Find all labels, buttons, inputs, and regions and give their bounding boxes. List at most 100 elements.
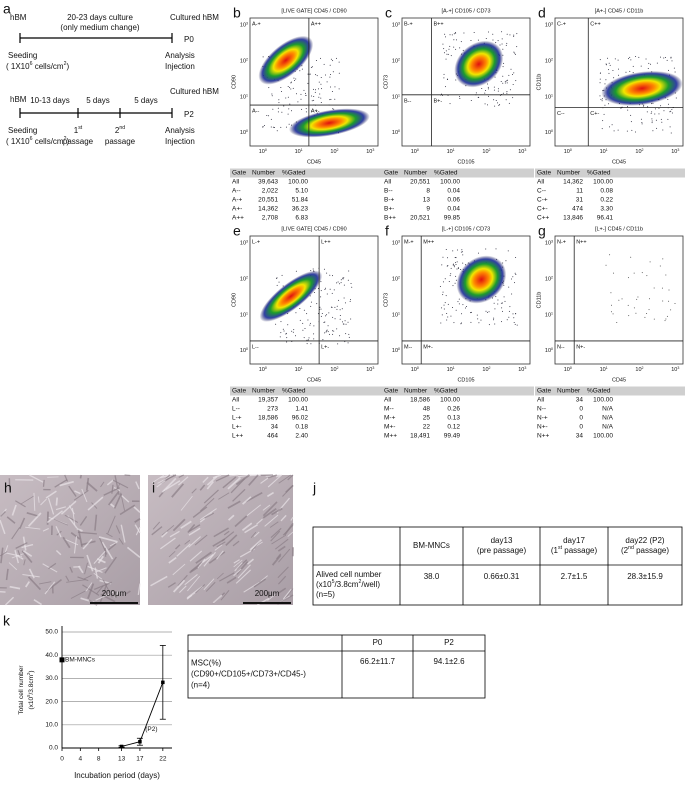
table-cell: 0.08 xyxy=(600,188,613,195)
text-part: cells/cm xyxy=(32,62,63,71)
superscript: 0 xyxy=(265,148,267,152)
event-dot xyxy=(443,48,445,50)
cell-texture xyxy=(161,477,177,493)
event-dot xyxy=(329,64,331,66)
event-dot xyxy=(278,99,280,101)
event-dot xyxy=(493,302,495,304)
tick-label: 100 xyxy=(564,366,572,374)
superscript: 2 xyxy=(337,366,339,370)
cell-texture xyxy=(27,576,42,591)
event-dot xyxy=(630,121,632,123)
table-cell: 0.22 xyxy=(600,197,613,204)
event-dot xyxy=(452,306,454,308)
table-cell: 8 xyxy=(426,188,430,195)
event-dot xyxy=(305,92,307,94)
superscript: 2 xyxy=(246,275,248,279)
event-dot xyxy=(510,68,512,70)
event-dot xyxy=(625,71,627,73)
table-header: BM-MNCs xyxy=(413,541,450,550)
event-dot xyxy=(632,65,634,67)
quadrant-label: B-- xyxy=(404,98,412,104)
event-dot xyxy=(299,319,301,321)
event-dot xyxy=(329,288,331,290)
event-dot xyxy=(610,311,612,313)
cell-texture xyxy=(237,564,251,579)
cell-texture xyxy=(121,495,130,503)
event-dot xyxy=(318,81,320,83)
data-point xyxy=(138,739,142,744)
panel-label: c xyxy=(385,5,392,21)
cell-texture xyxy=(79,515,88,526)
cell-texture xyxy=(178,476,189,486)
cell-texture xyxy=(187,523,196,534)
event-dot xyxy=(324,289,326,291)
event-dot xyxy=(455,48,457,50)
event-dot xyxy=(507,79,509,81)
table-row-label: (CD90+/CD105+/CD73+/CD45-) xyxy=(191,670,306,679)
cell-texture xyxy=(199,508,217,521)
tick-label: 103 xyxy=(240,22,248,30)
event-dot xyxy=(292,331,294,333)
event-dot xyxy=(442,43,444,45)
event-dot xyxy=(505,44,507,46)
event-dot xyxy=(262,126,264,128)
event-dot xyxy=(662,258,664,260)
cell-texture xyxy=(205,581,216,592)
event-dot xyxy=(505,99,507,101)
event-dot xyxy=(280,90,282,92)
event-dot xyxy=(501,310,503,312)
table-cell: 96.02 xyxy=(292,415,309,422)
superscript: 1 xyxy=(398,311,400,315)
table-cell: 34 xyxy=(576,433,584,440)
cell-texture xyxy=(112,479,129,489)
cell-texture xyxy=(269,521,279,528)
event-dot xyxy=(331,306,333,308)
cell-texture xyxy=(0,511,6,517)
cell-texture xyxy=(64,474,69,482)
event-dot xyxy=(446,319,448,321)
superscript: nd xyxy=(628,545,634,551)
table-cell: 22 xyxy=(423,424,431,431)
event-dot xyxy=(332,333,334,335)
event-dot xyxy=(652,130,654,132)
event-dot xyxy=(334,86,336,88)
superscript: 1 xyxy=(606,366,608,370)
event-dot xyxy=(329,99,331,101)
event-dot xyxy=(499,104,501,106)
event-dot xyxy=(656,62,658,64)
text-part: 10 xyxy=(545,241,551,247)
event-dot xyxy=(443,308,445,310)
cell-texture xyxy=(276,474,283,478)
event-dot xyxy=(320,97,322,99)
table-cell: 6.83 xyxy=(295,215,308,222)
y-axis-label: Total cell number (x105/3.8cm2) xyxy=(18,665,35,715)
event-dot xyxy=(334,306,336,308)
event-dot xyxy=(442,256,444,258)
data-point xyxy=(59,657,65,663)
event-dot xyxy=(477,39,479,41)
event-dot xyxy=(668,289,670,291)
superscript: 0 xyxy=(246,129,248,133)
event-dot xyxy=(450,273,452,275)
table-header: %Gated xyxy=(282,388,306,395)
event-dot xyxy=(498,104,500,106)
event-dot xyxy=(288,108,290,110)
table-cell: 0.06 xyxy=(447,197,460,204)
event-dot xyxy=(334,98,336,100)
axis-label: CD73 xyxy=(383,293,389,307)
event-dot xyxy=(330,58,332,60)
table-header: Gate xyxy=(232,388,246,395)
event-dot xyxy=(509,34,511,36)
superscript: 1 xyxy=(301,148,303,152)
event-dot xyxy=(497,299,499,301)
event-dot xyxy=(604,83,606,85)
cell-texture xyxy=(72,507,76,525)
text-part: /3.8cm xyxy=(28,675,35,695)
event-dot xyxy=(608,62,610,64)
event-dot xyxy=(300,93,302,95)
event-dot xyxy=(276,130,278,132)
superscript: 0 xyxy=(570,148,572,152)
quadrant-label: M-- xyxy=(404,344,412,350)
text-part: day13 xyxy=(491,536,513,545)
table-cell: 18,586 xyxy=(410,397,430,404)
